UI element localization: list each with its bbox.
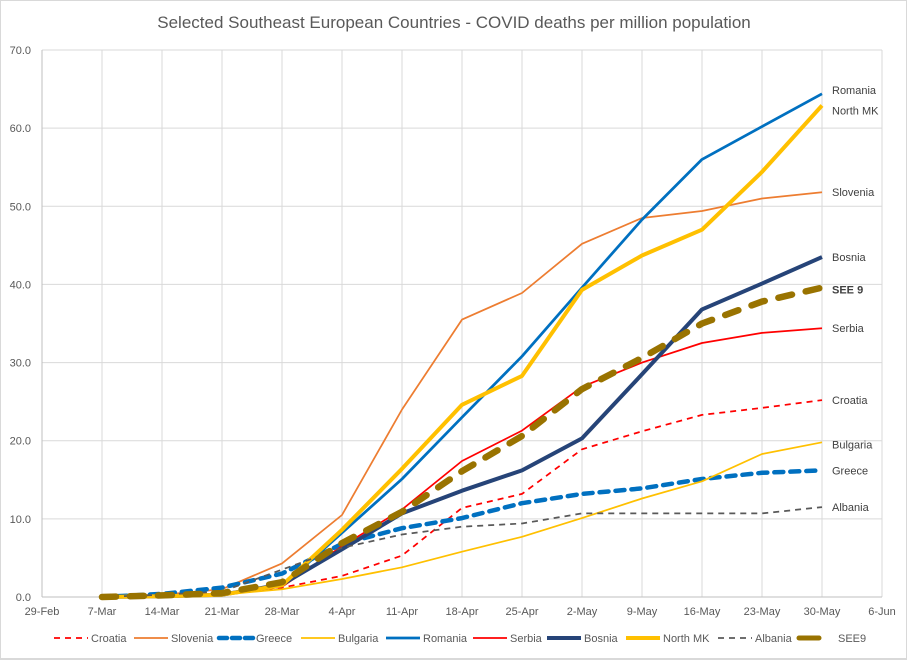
- legend-item-bulgaria: Bulgaria: [301, 633, 379, 645]
- end-label-bosnia: Bosnia: [832, 252, 867, 264]
- series-lines: [98, 92, 826, 601]
- x-tick-label: 7-Mar: [88, 606, 117, 618]
- legend-label: Greece: [256, 633, 292, 645]
- x-tick-label: 6-Jun: [868, 606, 896, 618]
- x-tick-label: 21-Mar: [205, 606, 240, 618]
- x-tick-label: 30-May: [804, 606, 841, 618]
- legend-item-albania: Albania: [718, 633, 793, 645]
- legend-label: Romania: [423, 633, 468, 645]
- end-label-albania: Albania: [832, 502, 870, 514]
- x-tick-label: 11-Apr: [386, 606, 419, 618]
- end-label-slovenia: Slovenia: [832, 187, 875, 199]
- legend-item-greece: Greece: [216, 633, 292, 645]
- series-line-croatia: [101, 399, 823, 598]
- x-tick-label: 23-May: [744, 606, 781, 618]
- y-tick-label: 60.0: [10, 123, 31, 135]
- x-tick-label: 9-May: [627, 606, 658, 618]
- end-label-serbia: Serbia: [832, 323, 865, 335]
- y-tick-label: 70.0: [10, 45, 31, 57]
- x-tick-label: 14-Mar: [145, 606, 180, 618]
- x-axis-ticks: 29-Feb 7-Mar 14-Mar 21-Mar 28-Mar 4-Apr 11-Apr…: [25, 606, 896, 618]
- x-tick-label: 16-May: [684, 606, 721, 618]
- legend-label: Albania: [755, 633, 793, 645]
- series-line-albania: [101, 506, 823, 598]
- end-label-north-mk: North MK: [832, 105, 879, 117]
- gridlines: [41, 49, 883, 598]
- y-tick-label: 10.0: [10, 514, 31, 526]
- legend-item-slovenia: Slovenia: [134, 633, 214, 645]
- end-label-greece: Greece: [832, 465, 868, 477]
- legend-label: North MK: [663, 633, 710, 645]
- legend-item-see9: SEE9: [796, 633, 866, 645]
- x-tick-label: 18-Apr: [445, 606, 478, 618]
- legend: Croatia Slovenia Greece Bulgaria Romania Serb…: [54, 633, 866, 645]
- legend-label: Croatia: [91, 633, 127, 645]
- series-line-see9: [98, 284, 826, 601]
- legend-label: Serbia: [510, 633, 543, 645]
- legend-item-bosnia: Bosnia: [547, 633, 619, 645]
- legend-label: SEE9: [838, 633, 866, 645]
- end-label-croatia: Croatia: [832, 395, 868, 407]
- x-tick-label: 2-May: [567, 606, 598, 618]
- end-label-bulgaria: Bulgaria: [832, 439, 873, 451]
- end-label-see9: SEE 9: [832, 285, 863, 297]
- end-label-romania: Romania: [832, 85, 877, 97]
- legend-item-north-mk: North MK: [626, 633, 710, 645]
- legend-label: Bulgaria: [338, 633, 379, 645]
- y-tick-label: 50.0: [10, 201, 31, 213]
- legend-item-romania: Romania: [386, 633, 468, 645]
- legend-item-serbia: Serbia: [473, 633, 543, 645]
- legend-label: Bosnia: [584, 633, 619, 645]
- y-axis-ticks: 0.0 10.0 20.0 30.0 40.0 50.0 60.0 70.0: [10, 45, 31, 604]
- x-tick-label: 25-Apr: [505, 606, 538, 618]
- series-line-greece: [99, 468, 825, 600]
- y-tick-label: 20.0: [10, 436, 31, 448]
- y-tick-label: 30.0: [10, 358, 31, 370]
- chart-title: Selected Southeast European Countries - …: [157, 13, 750, 32]
- y-tick-label: 0.0: [16, 592, 31, 604]
- x-tick-label: 28-Mar: [265, 606, 300, 618]
- x-tick-label: 29-Feb: [25, 606, 60, 618]
- x-tick-label: 4-Apr: [329, 606, 356, 618]
- series-end-labels: Croatia Slovenia Greece Bulgaria Romania Serb…: [832, 85, 879, 514]
- legend-label: Slovenia: [171, 633, 214, 645]
- legend-item-croatia: Croatia: [54, 633, 127, 645]
- y-tick-label: 40.0: [10, 279, 31, 291]
